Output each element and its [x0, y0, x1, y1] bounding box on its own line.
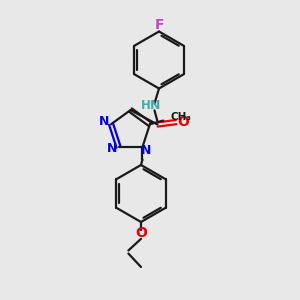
Text: H: H: [141, 99, 150, 112]
Text: O: O: [135, 226, 147, 240]
Text: N: N: [141, 144, 151, 157]
Text: N: N: [99, 115, 110, 128]
Text: N: N: [150, 99, 160, 112]
Text: N: N: [107, 142, 117, 155]
Text: O: O: [177, 115, 189, 129]
Text: CH₃: CH₃: [171, 112, 192, 122]
Text: F: F: [154, 18, 164, 32]
